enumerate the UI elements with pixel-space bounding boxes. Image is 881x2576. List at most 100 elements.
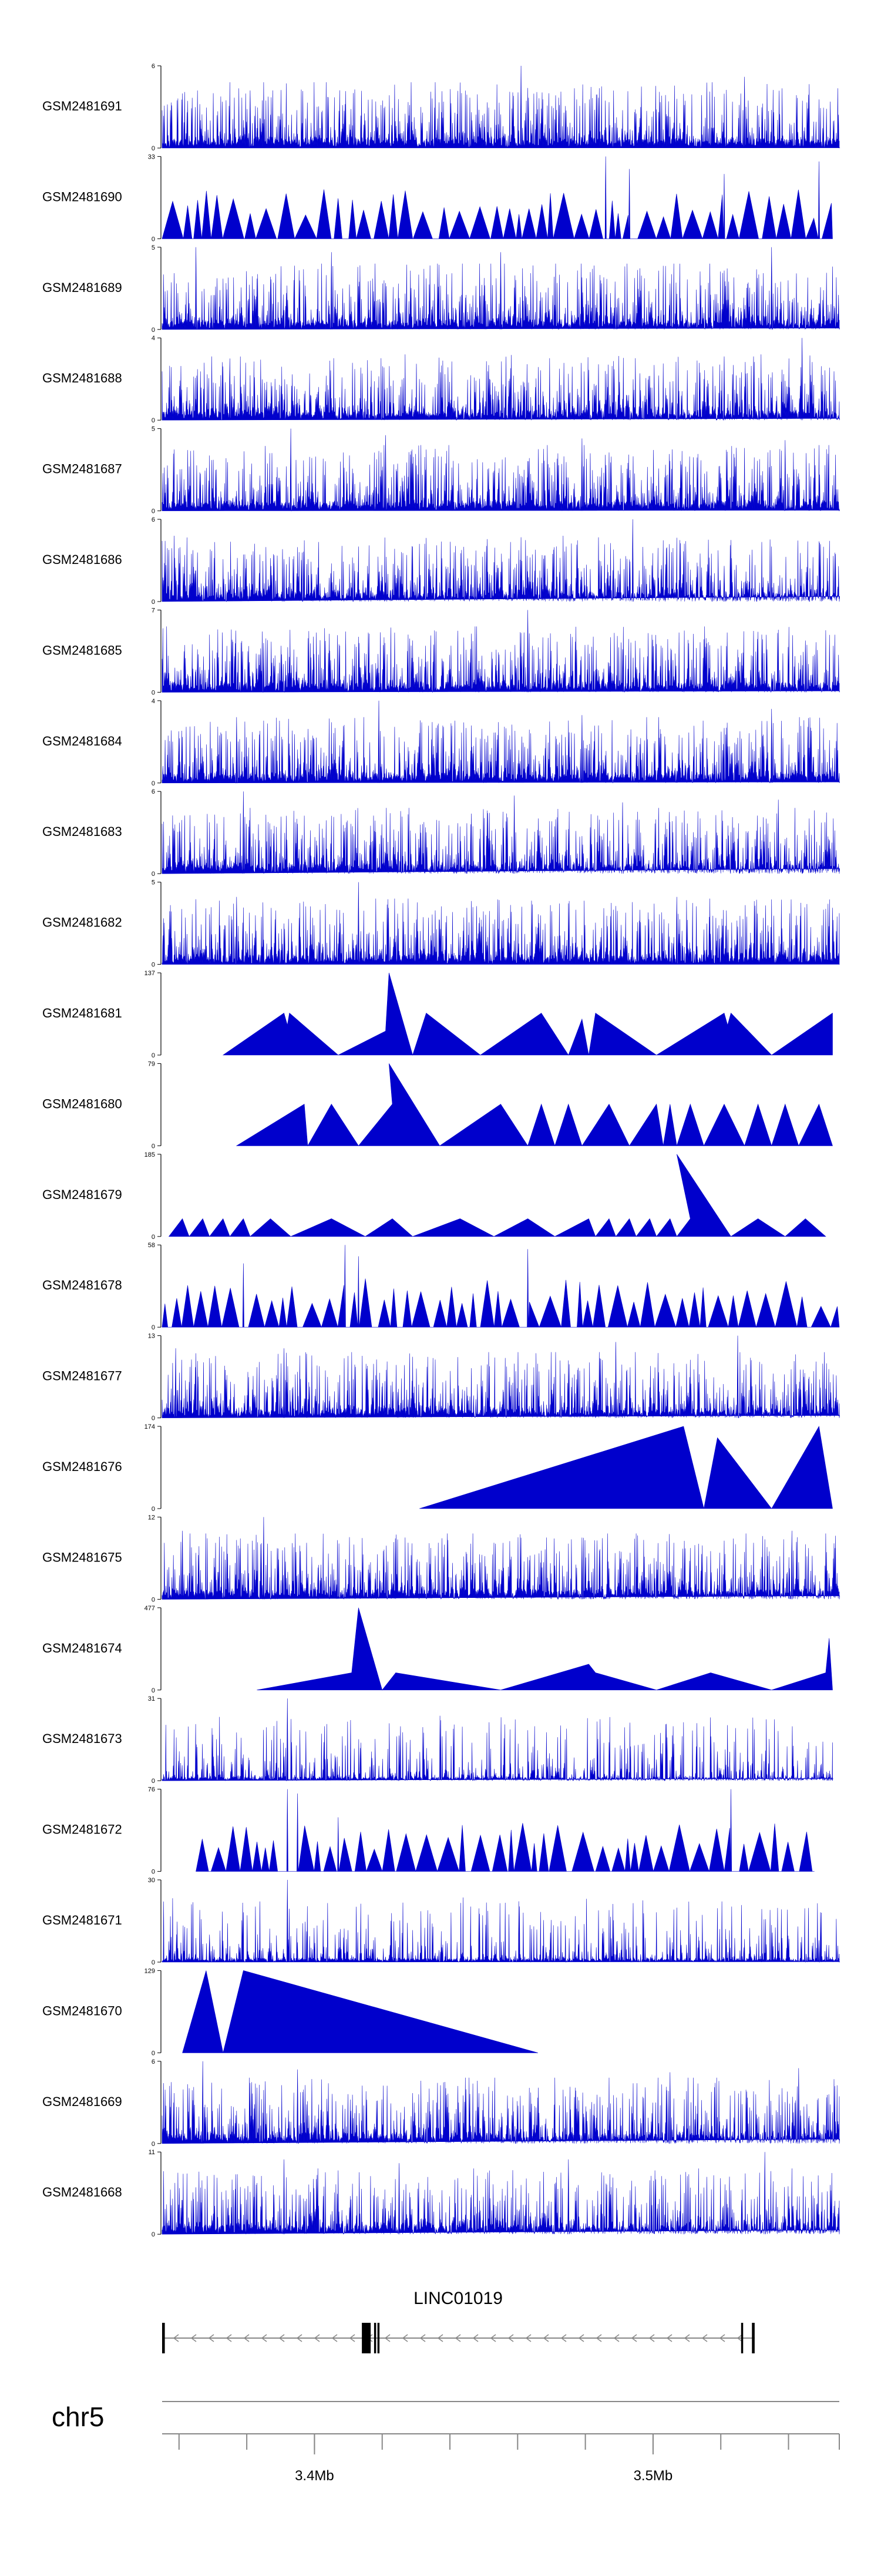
y-max-label: 12 (148, 1514, 155, 1521)
track-label: GSM2481678 (42, 1278, 122, 1292)
y-min-label: 0 (152, 2050, 155, 2057)
y-min-label: 0 (152, 962, 155, 969)
track-label: GSM2481683 (42, 824, 122, 839)
track-label: GSM2481676 (42, 1459, 122, 1474)
y-min-label: 0 (152, 1234, 155, 1241)
track-GSM2481672: GSM2481672 76 0 (42, 1786, 815, 1876)
track-label: GSM2481688 (42, 371, 122, 385)
strand-arrow (314, 2334, 320, 2342)
coverage-area (182, 1970, 538, 2053)
gene-exon (162, 2323, 165, 2353)
coverage-area (162, 156, 833, 240)
y-max-label: 11 (149, 2149, 155, 2156)
y-min-label: 0 (152, 2141, 155, 2148)
gene-exon (752, 2323, 755, 2353)
axis-tick-label: 3.5Mb (634, 2468, 673, 2484)
track-label: GSM2481680 (42, 1096, 122, 1111)
y-min-label: 0 (152, 1052, 155, 1059)
y-max-label: 79 (148, 1060, 155, 1067)
y-min-label: 0 (152, 327, 155, 334)
y-min-label: 0 (152, 417, 155, 424)
track-GSM2481687: GSM2481687 5 0 (42, 426, 840, 515)
coverage-area (162, 247, 840, 330)
y-max-label: 7 (152, 607, 155, 614)
strand-arrow (648, 2334, 655, 2342)
y-min-label: 0 (152, 1415, 155, 1422)
strand-arrow (525, 2334, 532, 2342)
y-min-label: 0 (152, 1959, 155, 1966)
y-min-label: 0 (152, 2231, 155, 2238)
y-min-label: 0 (152, 508, 155, 515)
y-max-label: 477 (144, 1605, 155, 1612)
track-label: GSM2481673 (42, 1731, 122, 1746)
track-GSM2481671: GSM2481671 30 0 (42, 1877, 840, 1966)
coverage-area (162, 1245, 840, 1328)
coverage-area (196, 1789, 815, 1872)
strand-arrow (208, 2334, 214, 2342)
track-GSM2481691: GSM2481691 6 0 (42, 63, 840, 152)
y-min-label: 0 (152, 1143, 155, 1150)
track-label: GSM2481679 (42, 1187, 122, 1202)
track-GSM2481679: GSM2481679 185 0 (42, 1151, 826, 1241)
strand-arrow (719, 2334, 725, 2342)
track-GSM2481685: GSM2481685 7 0 (42, 607, 840, 696)
track-label: GSM2481669 (42, 2094, 122, 2109)
y-min-label: 0 (152, 871, 155, 878)
track-GSM2481688: GSM2481688 4 0 (42, 335, 840, 424)
track-GSM2481683: GSM2481683 6 0 (42, 788, 840, 878)
strand-arrow (278, 2334, 285, 2342)
axis-tick-label: 3.4Mb (295, 2468, 334, 2484)
y-max-label: 33 (148, 153, 155, 160)
y-max-label: 5 (152, 426, 155, 433)
y-min-label: 0 (152, 1687, 155, 1694)
strand-arrow (296, 2334, 302, 2342)
coverage-area (162, 2061, 840, 2144)
strand-arrow (173, 2334, 179, 2342)
y-min-label: 0 (152, 689, 155, 696)
track-label: GSM2481677 (42, 1369, 122, 1383)
gene-exon (362, 2323, 371, 2353)
track-label: GSM2481670 (42, 2003, 122, 2018)
track-label: GSM2481668 (42, 2185, 122, 2199)
strand-arrow (472, 2334, 479, 2342)
track-label: GSM2481684 (42, 734, 122, 748)
strand-arrow (507, 2334, 514, 2342)
track-label: GSM2481687 (42, 462, 122, 476)
track-GSM2481674: GSM2481674 477 0 (42, 1605, 833, 1694)
coverage-area (162, 882, 840, 965)
track-GSM2481676: GSM2481676 174 0 (42, 1423, 833, 1513)
coverage-area (236, 1063, 833, 1147)
strand-arrow (666, 2334, 672, 2342)
strand-arrow (490, 2334, 496, 2342)
track-GSM2481690: GSM2481690 33 0 (42, 153, 833, 243)
y-max-label: 6 (152, 63, 155, 70)
strand-arrow (437, 2334, 443, 2342)
coverage-area (162, 610, 840, 693)
strand-arrow (613, 2334, 620, 2342)
y-min-label: 0 (152, 1324, 155, 1331)
track-GSM2481681: GSM2481681 137 0 (42, 970, 833, 1059)
y-max-label: 5 (152, 879, 155, 886)
y-min-label: 0 (152, 236, 155, 243)
chromosome-label: chr5 (52, 2402, 104, 2432)
coverage-area (162, 65, 840, 149)
strand-arrow (349, 2334, 355, 2342)
track-GSM2481682: GSM2481682 5 0 (42, 879, 840, 969)
y-max-label: 185 (144, 1151, 155, 1158)
genome-axis: chr5 3.4Mb 3.5Mb (52, 2401, 840, 2484)
y-max-label: 4 (152, 335, 155, 342)
y-min-label: 0 (152, 1778, 155, 1785)
y-max-label: 174 (144, 1423, 155, 1430)
coverage-area (419, 1426, 833, 1509)
y-min-label: 0 (152, 1596, 155, 1603)
track-GSM2481684: GSM2481684 4 0 (42, 698, 840, 787)
strand-arrow (455, 2334, 461, 2342)
strand-arrow (243, 2334, 250, 2342)
track-GSM2481678: GSM2481678 58 0 (42, 1242, 840, 1331)
y-min-label: 0 (152, 780, 155, 787)
coverage-area (162, 1335, 840, 1418)
y-max-label: 58 (148, 1242, 155, 1249)
y-max-label: 6 (152, 2058, 155, 2065)
